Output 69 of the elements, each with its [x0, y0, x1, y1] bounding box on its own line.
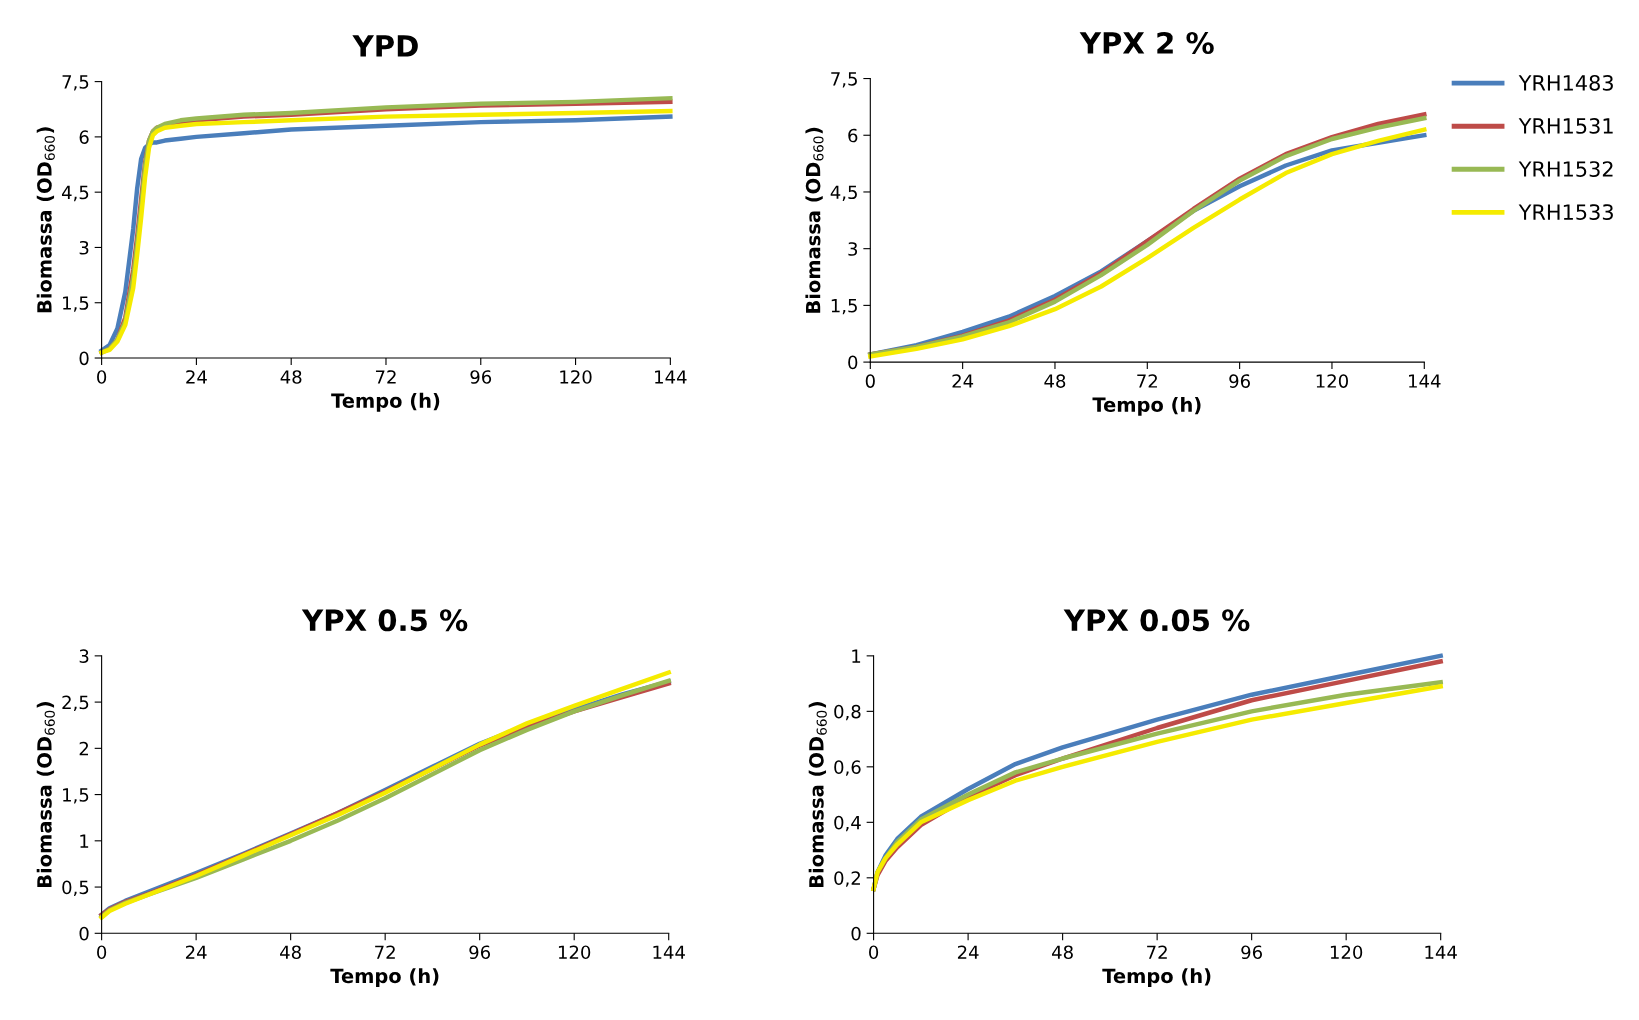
x-tick-label: 48	[1052, 945, 1073, 960]
x-tick-label: 96	[470, 370, 492, 384]
y-tick-label: 0	[79, 926, 89, 941]
y-tick-label: 7,5	[831, 72, 857, 88]
y-axis-title: Biomassa (OD$_{660}$)	[808, 702, 827, 887]
x-tick-label: 144	[653, 945, 685, 959]
x-tick-label: 24	[952, 374, 974, 388]
x-tick-label: 120	[1330, 945, 1363, 960]
x-tick-label: 0	[97, 370, 107, 384]
y-tick-label: 6	[79, 130, 89, 144]
y-tick-label: 1,5	[63, 788, 89, 804]
chart-title: YPD	[352, 35, 418, 57]
y-tick-label: 2	[79, 741, 88, 756]
y-tick-label: 3	[79, 649, 89, 663]
x-tick-label: 96	[469, 945, 491, 960]
x-tick-label: 48	[280, 370, 302, 384]
y-tick-label: 0	[848, 355, 858, 370]
x-tick-label: 144	[655, 370, 687, 384]
y-tick-label: 2,5	[62, 695, 89, 712]
x-tick-label: 72	[375, 945, 395, 959]
x-tick-label: 96	[1241, 945, 1262, 960]
x-tick-label: 72	[1147, 945, 1167, 959]
y-tick-label: 1,5	[831, 299, 857, 315]
x-tick-label: 48	[1044, 374, 1066, 388]
y-axis-title: Biomassa (OD$_{660}$)	[36, 702, 55, 887]
x-tick-label: 144	[1409, 374, 1441, 388]
x-tick-label: 24	[186, 370, 207, 384]
x-axis-title: Tempo (h)	[330, 968, 439, 987]
y-tick-label: 4,5	[830, 185, 857, 201]
legend-label: YRH1532	[1518, 161, 1613, 177]
y-tick-label: 3	[848, 242, 858, 256]
y-tick-label: 4,5	[61, 185, 89, 202]
x-tick-label: 120	[558, 945, 591, 960]
chart-title: YPX 2 %	[1079, 31, 1214, 54]
y-tick-label: 1,5	[63, 296, 89, 312]
x-tick-label: 0	[869, 945, 879, 960]
y-axis-title: Biomassa (OD$_{660}$)	[805, 127, 824, 313]
y-tick-label: 0,2	[834, 871, 860, 887]
legend-label: YRH1531	[1518, 118, 1613, 134]
y-tick-label: 7,5	[62, 75, 89, 91]
chart-title: YPX 0.05 %	[1063, 609, 1250, 632]
x-tick-label: 24	[185, 945, 207, 959]
x-axis-title: Tempo (h)	[1092, 396, 1201, 416]
y-tick-label: 6	[848, 128, 858, 143]
x-tick-label: 72	[375, 370, 396, 384]
chart-title: YPX 0.5 %	[301, 609, 468, 632]
y-tick-label: 0,6	[834, 760, 861, 776]
x-tick-label: 144	[1425, 945, 1457, 959]
y-tick-label: 0	[79, 351, 89, 366]
x-tick-label: 0	[97, 945, 107, 960]
x-axis-title: Tempo (h)	[331, 392, 440, 412]
x-tick-label: 0	[865, 374, 875, 388]
y-tick-label: 0,4	[834, 815, 861, 832]
x-tick-label: 120	[1316, 374, 1348, 388]
x-tick-label: 120	[560, 370, 592, 384]
y-tick-label: 1	[80, 834, 89, 848]
y-tick-label: 0,5	[62, 880, 89, 897]
x-tick-label: 72	[1137, 374, 1157, 388]
y-tick-label: 1	[852, 649, 861, 663]
y-tick-label: 0	[851, 926, 861, 941]
x-axis-title: Tempo (h)	[1102, 968, 1211, 987]
y-tick-label: 3	[79, 240, 89, 255]
y-tick-label: 0,8	[834, 704, 861, 721]
x-tick-label: 48	[280, 945, 301, 960]
y-axis-title: Biomassa (OD$_{660}$)	[36, 127, 55, 313]
x-tick-label: 96	[1229, 374, 1250, 388]
legend-label: YRH1533	[1518, 204, 1613, 220]
legend-label: YRH1483	[1518, 74, 1613, 91]
x-tick-label: 24	[957, 945, 979, 959]
